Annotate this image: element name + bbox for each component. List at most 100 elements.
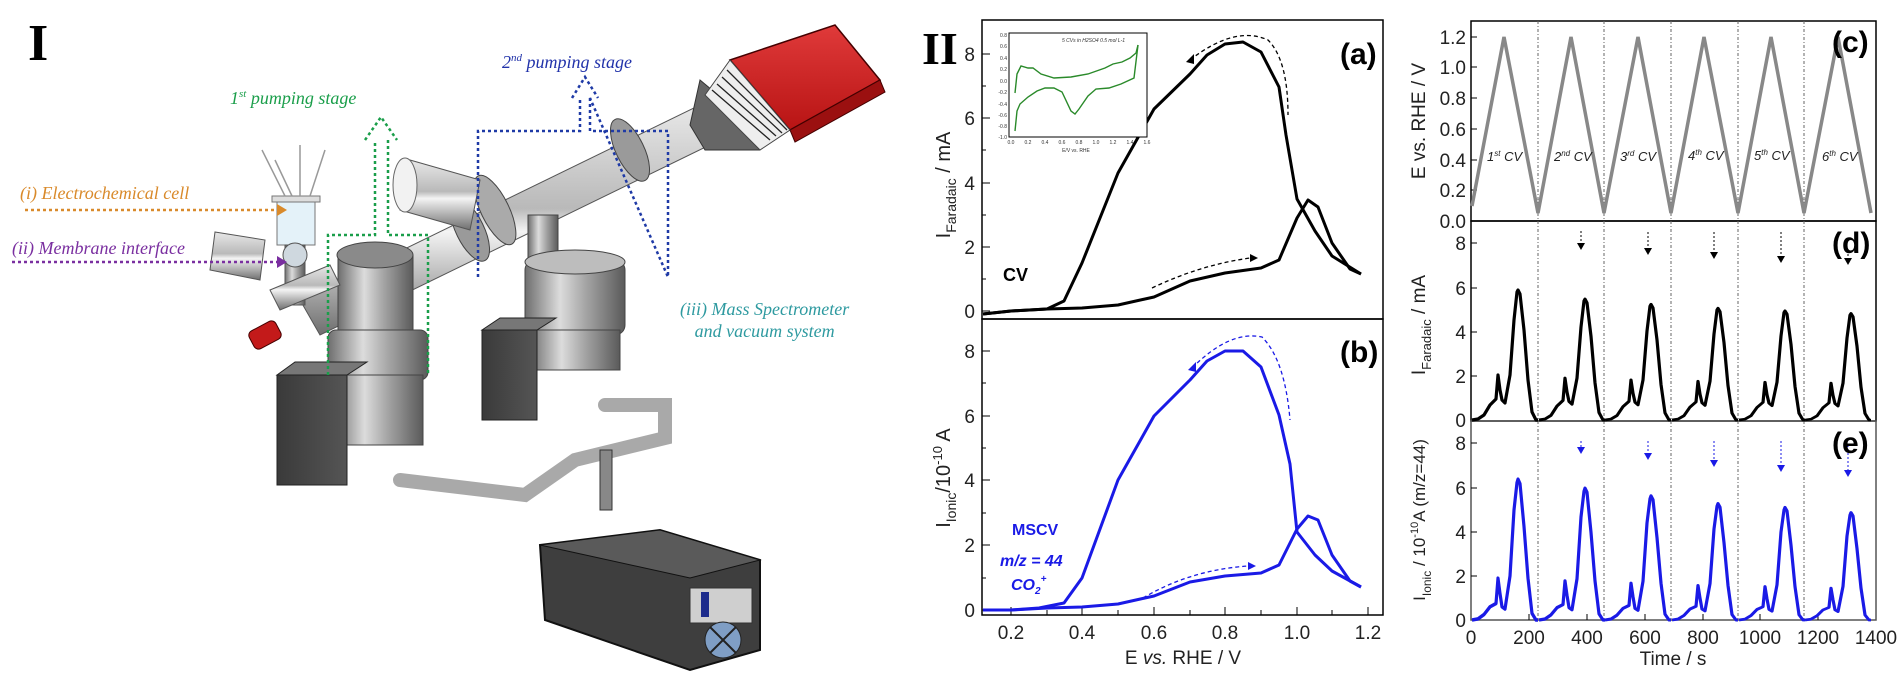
svg-text:1.0: 1.0 [1093,140,1100,146]
svg-text:0.2: 0.2 [1000,67,1007,73]
svg-text:0.4: 0.4 [1440,151,1467,172]
svg-text:1.4: 1.4 [1127,140,1134,146]
panel-II-label: II [922,23,958,74]
svg-text:0.6: 0.6 [1000,44,1007,50]
svg-text:2: 2 [964,238,975,259]
svg-text:5 CVs in H2SO4 0.5 mol L-1: 5 CVs in H2SO4 0.5 mol L-1 [1062,38,1125,44]
svg-text:200: 200 [1513,628,1545,649]
svg-text:0: 0 [964,601,975,622]
svg-text:1.0: 1.0 [1284,623,1310,644]
sublabel-c: (c) [1832,26,1869,59]
plot-e-xlabel: Time / s [1640,649,1707,670]
svg-text:0.2: 0.2 [998,623,1024,644]
panel-I-label: I [28,15,49,72]
turbo-pump-2 [480,214,626,421]
sublabel-d: (d) [1832,227,1870,260]
potential-waveform [1470,36,1873,214]
cv-label: CV [1003,265,1028,285]
svg-text:0.8: 0.8 [1440,89,1466,110]
electrochemical-cell-label: (i) Electrochemical cell [20,183,190,203]
svg-text:-0.8: -0.8 [998,124,1007,130]
mass-spec-label-line2: and vacuum system [694,321,835,341]
svg-text:4: 4 [1455,523,1466,544]
side-port [392,157,481,231]
cycle-boundaries [1537,21,1805,620]
svg-text:1.2: 1.2 [1110,140,1117,146]
plot-d-yticks: 0 2 4 6 8 [1455,234,1477,432]
svg-text:1400: 1400 [1855,628,1897,649]
cv-mscv-chart: 0 2 4 6 8 0 2 4 6 8 0.2 0.4 0.6 0.8 1.0 … [930,19,1384,669]
mscv-label: MSCV [1012,522,1059,539]
sample-inlet [248,264,341,350]
svg-text:6th CV: 6th CV [1822,149,1859,164]
svg-text:0.0: 0.0 [1000,79,1007,85]
svg-text:0.8: 0.8 [1212,623,1238,644]
svg-text:0.4: 0.4 [1042,140,1049,146]
sublabel-b: (b) [1340,336,1378,369]
mass-spec-label: (iii) Mass Spectrometer and vacuum syste… [680,298,849,342]
plot-e-xticks: 0 200 400 600 800 1000 1200 1400 [1466,614,1897,649]
svg-text:8: 8 [1455,234,1466,255]
plot-e-ylabel: IIonic / 10-10A (m/z=44) [1409,439,1434,601]
svg-text:0.4: 0.4 [1069,623,1096,644]
peak-decay-markers-d [1580,231,1849,258]
cv-inset: 0.8 0.6 0.4 0.2 0.0 -0.2 -0.4 -0.6 -0.8 -1.0 0.0 0… [998,32,1151,154]
foreline [393,398,672,503]
stage1-outline [326,114,430,375]
plot-b-yticks: 0 2 4 6 8 [964,342,990,622]
peak-decay-markers-e [1580,441,1849,470]
svg-text:-0.6: -0.6 [998,113,1007,119]
plot-b-ylabel: IIonic/10-10 A [930,428,959,528]
svg-text:2: 2 [1455,367,1466,388]
svg-text:0: 0 [1455,411,1466,432]
svg-text:-0.4: -0.4 [998,102,1007,108]
svg-text:0.6: 0.6 [1440,120,1466,141]
stage2-label: 2nd pumping stage [502,52,632,72]
plot-d-ylabel: IFaradaic / mA [1409,275,1434,376]
svg-text:-0.2: -0.2 [998,90,1007,96]
svg-text:0.6: 0.6 [1059,140,1066,146]
plot-e-frame [1470,420,1877,621]
svg-text:2nd CV: 2nd CV [1553,149,1593,164]
svg-text:1st CV: 1st CV [1487,149,1523,164]
svg-text:600: 600 [1629,628,1661,649]
svg-text:0.2: 0.2 [1440,181,1466,202]
plot-e-yticks: 0 2 4 6 8 [1455,434,1477,632]
plot-d-frame [1470,220,1877,422]
svg-text:4th CV: 4th CV [1688,148,1725,163]
svg-text:0: 0 [964,302,975,323]
plot-c-ylabel: E vs. RHE / V [1409,63,1430,179]
svg-text:4: 4 [1455,323,1466,344]
time-series-chart: 0.0 0.2 0.4 0.6 0.8 1.0 1.2 1st CV 2nd CV 3rd … [1409,20,1897,670]
svg-text:1000: 1000 [1739,628,1781,649]
mass-spec-label-line1: (iii) Mass Spectrometer [680,299,850,319]
valve [599,449,613,511]
svg-text:1200: 1200 [1797,628,1839,649]
sublabel-a: (a) [1340,38,1377,71]
membrane-interface-label: (ii) Membrane interface [12,238,185,258]
instrument-diagram [12,24,886,672]
plot-a-ylabel: IFaradaic / mA [933,131,959,238]
svg-text:4: 4 [964,174,975,195]
svg-text:0.4: 0.4 [1000,56,1007,62]
cv-curve [982,40,1362,316]
cycle-labels: 1st CV 2nd CV 3rd CV 4th CV 5th CV 6th C… [1487,148,1859,164]
svg-text:0.8: 0.8 [1000,33,1007,39]
svg-text:8: 8 [964,342,975,363]
svg-text:0.0: 0.0 [1440,212,1466,233]
svg-text:0: 0 [1466,628,1477,649]
svg-text:400: 400 [1571,628,1603,649]
svg-text:0.0: 0.0 [1008,140,1015,146]
stage2-outline [476,74,670,278]
svg-text:8: 8 [1455,434,1466,455]
ion-label: CO2+ [1011,574,1047,597]
stage1-label: 1st pumping stage [230,88,357,108]
roughing-pump [538,528,762,672]
plot-b-xlabel: E vs. RHE / V [1125,648,1241,669]
svg-text:0: 0 [1455,611,1466,632]
svg-text:4: 4 [964,471,975,492]
svg-text:6: 6 [1455,279,1466,300]
plot-c-yticks: 0.0 0.2 0.4 0.6 0.8 1.0 1.2 [1440,28,1477,233]
membrane-port-cylinder [209,231,266,281]
svg-text:1.6: 1.6 [1144,140,1151,146]
